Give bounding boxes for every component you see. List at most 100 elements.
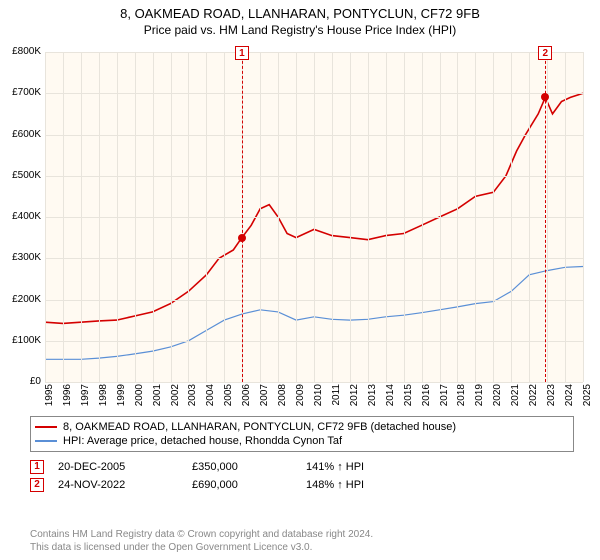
callout-badge: 1: [235, 46, 249, 60]
grid-line-v: [493, 52, 494, 382]
x-axis: 1995199619971998199920002001200220032004…: [45, 382, 583, 416]
x-tick-label: 2021: [511, 384, 521, 406]
grid-line-v: [296, 52, 297, 382]
grid-line-v: [547, 52, 548, 382]
x-tick-label: 2006: [242, 384, 252, 406]
grid-line-v: [63, 52, 64, 382]
grid-line-v: [171, 52, 172, 382]
y-tick-label: £700K: [12, 88, 41, 98]
legend-row: 8, OAKMEAD ROAD, LLANHARAN, PONTYCLUN, C…: [35, 420, 569, 434]
y-tick-label: £400K: [12, 212, 41, 222]
x-tick-label: 2022: [529, 384, 539, 406]
grid-line-v: [457, 52, 458, 382]
legend-label: 8, OAKMEAD ROAD, LLANHARAN, PONTYCLUN, C…: [63, 420, 456, 434]
grid-line-v: [81, 52, 82, 382]
x-tick-label: 2001: [153, 384, 163, 406]
grid-line-v: [368, 52, 369, 382]
grid-line-v: [404, 52, 405, 382]
x-tick-label: 2025: [583, 384, 593, 406]
grid-line-v: [475, 52, 476, 382]
grid-line-v: [583, 52, 584, 382]
grid-line-v: [314, 52, 315, 382]
x-tick-label: 1999: [117, 384, 127, 406]
sale-marker: [541, 93, 549, 101]
sales-badge: 1: [30, 460, 44, 474]
grid-line-v: [511, 52, 512, 382]
grid-line-v: [332, 52, 333, 382]
y-axis: £0£100K£200K£300K£400K£500K£600K£700K£80…: [0, 52, 45, 382]
y-tick-label: £200K: [12, 295, 41, 305]
grid-line-v: [117, 52, 118, 382]
grid-line-v: [386, 52, 387, 382]
sales-date: 24-NOV-2022: [58, 478, 178, 492]
legend-box: 8, OAKMEAD ROAD, LLANHARAN, PONTYCLUN, C…: [30, 416, 574, 452]
y-tick-label: £0: [30, 377, 41, 387]
sales-price: £690,000: [192, 478, 292, 492]
chart-plot-area: 12: [45, 52, 583, 382]
y-tick-label: £600K: [12, 130, 41, 140]
footer-text: Contains HM Land Registry data © Crown c…: [30, 528, 373, 554]
x-tick-label: 2000: [135, 384, 145, 406]
callout-badge: 2: [538, 46, 552, 60]
footer-line-2: This data is licensed under the Open Gov…: [30, 541, 373, 554]
y-tick-label: £300K: [12, 253, 41, 263]
page-title: 8, OAKMEAD ROAD, LLANHARAN, PONTYCLUN, C…: [0, 0, 600, 21]
x-tick-label: 1996: [63, 384, 73, 406]
grid-line-v: [565, 52, 566, 382]
legend-label: HPI: Average price, detached house, Rhon…: [63, 434, 342, 448]
grid-line-v: [135, 52, 136, 382]
x-tick-label: 1998: [99, 384, 109, 406]
x-tick-label: 2024: [565, 384, 575, 406]
page-subtitle: Price paid vs. HM Land Registry's House …: [0, 21, 600, 37]
x-tick-label: 2011: [332, 384, 342, 406]
x-tick-label: 2015: [404, 384, 414, 406]
legend-swatch: [35, 426, 57, 428]
x-tick-label: 2010: [314, 384, 324, 406]
y-tick-label: £500K: [12, 171, 41, 181]
sales-table: 1 20-DEC-2005 £350,000 141% ↑ HPI 2 24-NOV-20…: [30, 456, 574, 492]
grid-line-v: [529, 52, 530, 382]
sales-badge: 2: [30, 478, 44, 492]
x-tick-label: 2003: [188, 384, 198, 406]
grid-line-v: [206, 52, 207, 382]
x-tick-label: 2005: [224, 384, 234, 406]
x-tick-label: 2018: [457, 384, 467, 406]
x-tick-label: 2008: [278, 384, 288, 406]
x-tick-label: 2014: [386, 384, 396, 406]
grid-line-v: [224, 52, 225, 382]
x-tick-label: 2019: [475, 384, 485, 406]
x-tick-label: 2013: [368, 384, 378, 406]
grid-line-v: [188, 52, 189, 382]
sales-row: 2 24-NOV-2022 £690,000 148% ↑ HPI: [30, 478, 574, 492]
sales-row: 1 20-DEC-2005 £350,000 141% ↑ HPI: [30, 460, 574, 474]
sales-vs-hpi: 141% ↑ HPI: [306, 460, 406, 474]
grid-line-v: [153, 52, 154, 382]
sales-price: £350,000: [192, 460, 292, 474]
grid-line-v: [260, 52, 261, 382]
sales-date: 20-DEC-2005: [58, 460, 178, 474]
x-tick-label: 1995: [45, 384, 55, 406]
x-tick-label: 2017: [440, 384, 450, 406]
y-tick-label: £100K: [12, 336, 41, 346]
x-tick-label: 1997: [81, 384, 91, 406]
x-tick-label: 2004: [206, 384, 216, 406]
grid-line-v: [99, 52, 100, 382]
x-tick-label: 2007: [260, 384, 270, 406]
x-tick-label: 2016: [422, 384, 432, 406]
sale-marker: [238, 234, 246, 242]
legend-row: HPI: Average price, detached house, Rhon…: [35, 434, 569, 448]
y-tick-label: £800K: [12, 47, 41, 57]
sales-vs-hpi: 148% ↑ HPI: [306, 478, 406, 492]
x-tick-label: 2012: [350, 384, 360, 406]
legend-swatch: [35, 440, 57, 442]
grid-line-v: [440, 52, 441, 382]
x-tick-label: 2023: [547, 384, 557, 406]
grid-line-v: [45, 52, 46, 382]
grid-line-v: [350, 52, 351, 382]
grid-line-v: [278, 52, 279, 382]
footer-line-1: Contains HM Land Registry data © Crown c…: [30, 528, 373, 541]
grid-line-v: [422, 52, 423, 382]
x-tick-label: 2009: [296, 384, 306, 406]
callout-line: [242, 46, 243, 382]
x-tick-label: 2020: [493, 384, 503, 406]
